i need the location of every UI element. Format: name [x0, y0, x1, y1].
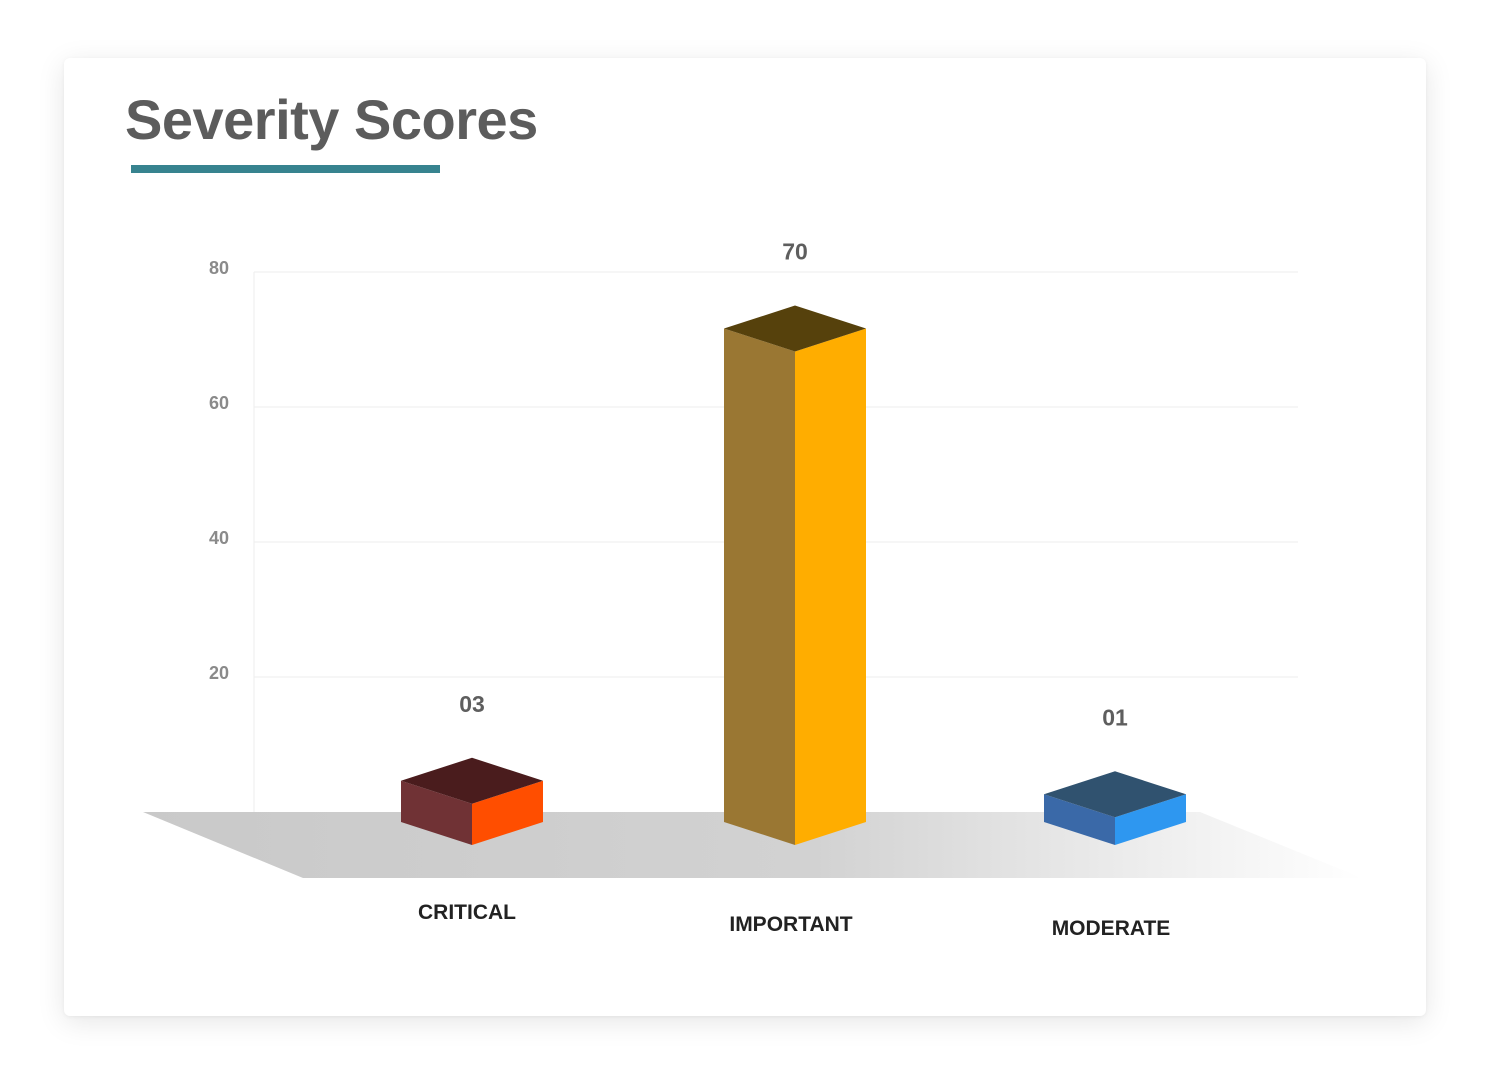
bar-top-face [401, 757, 543, 804]
y-tick-label: 80 [209, 258, 229, 278]
y-tick-label: 20 [209, 663, 229, 683]
bar-left-face [724, 328, 795, 845]
y-axis-ticks: 20 40 60 80 [209, 258, 229, 683]
bar-moderate [1044, 771, 1186, 845]
chart-title: Severity Scores [125, 88, 538, 151]
bar-right-face [795, 328, 866, 845]
category-label-important: IMPORTANT [729, 913, 852, 936]
bar-left-face [401, 780, 472, 845]
bar-critical [401, 757, 543, 845]
category-label-critical: CRITICAL [418, 901, 516, 924]
category-label-moderate: MODERATE [1052, 917, 1171, 940]
bars [401, 305, 1186, 845]
bar-important [724, 305, 866, 845]
y-tick-label: 40 [209, 528, 229, 548]
y-tick-label: 60 [209, 393, 229, 413]
bar-top-face [724, 305, 866, 352]
bar-right-face [472, 780, 543, 845]
bar-top-face [1044, 771, 1186, 818]
title-underline [131, 165, 440, 173]
data-label-critical: 03 [459, 691, 485, 717]
bar-labels: 03 CRITICAL 70 IMPORTANT 01 MODERATE [418, 239, 1170, 941]
bar-right-face [1115, 794, 1186, 845]
data-label-moderate: 01 [1102, 704, 1128, 730]
bar-left-face [1044, 794, 1115, 845]
data-label-important: 70 [782, 239, 808, 265]
